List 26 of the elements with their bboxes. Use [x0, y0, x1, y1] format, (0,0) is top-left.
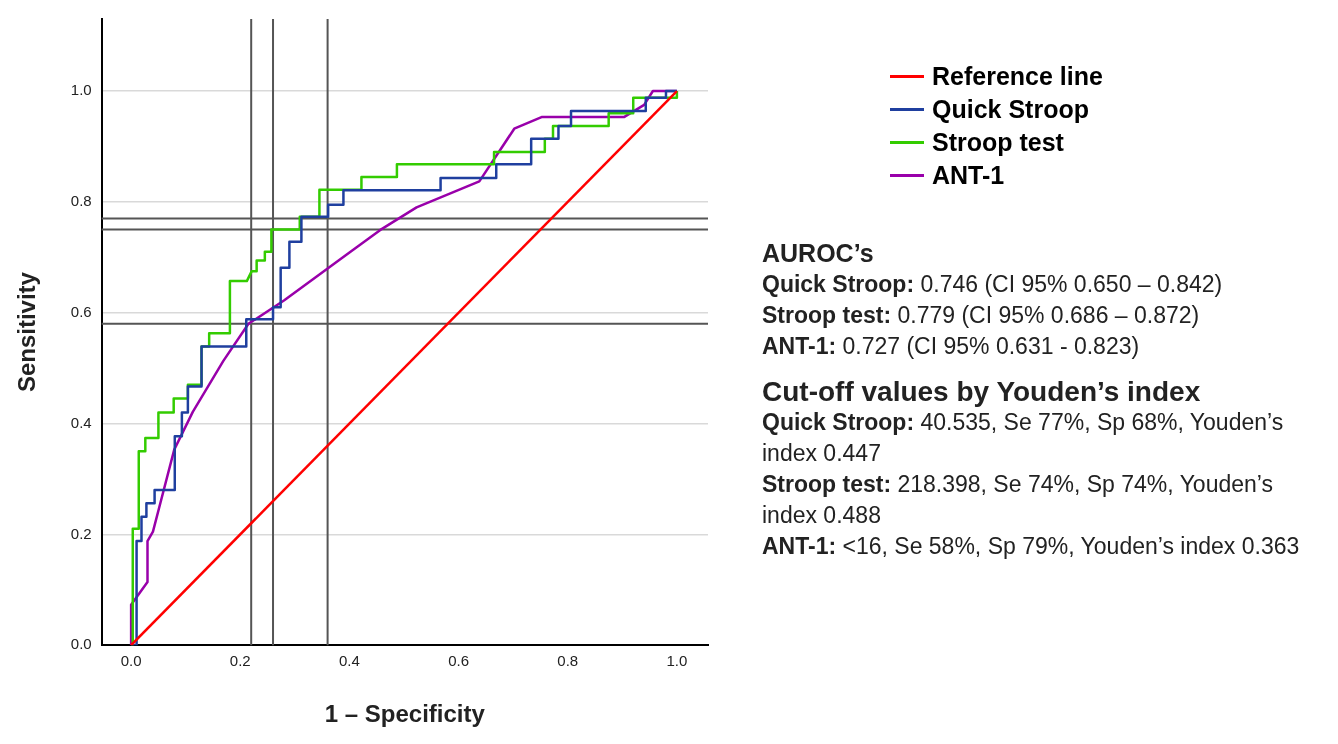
y-tick-label: 0.8: [70, 192, 92, 210]
text: Stroop test: 218.398, Se 74%, Sp 74%, Youden’s index 0.488: [762, 471, 1274, 528]
text: AUROC’s: [762, 238, 875, 269]
y-tick-label: 0.2: [70, 524, 92, 542]
x-tick-label: 0.8: [557, 652, 579, 670]
legend-label: ANT-1: [932, 161, 1005, 190]
legend-label: Quick Stroop: [932, 95, 1089, 124]
text: Quick Stroop: 40.535, Se 77%, Sp 68%, Youden’s index 0.447: [762, 409, 1284, 466]
x-tick-label: 0.4: [339, 652, 360, 670]
y-tick-label: 1.0: [70, 81, 92, 99]
y-tick-label: 0.0: [70, 635, 92, 653]
x-tick-label: 0.0: [120, 652, 142, 670]
y-axis-title: Sensitivity: [13, 271, 41, 393]
text: Quick Stroop: 0.746 (CI 95% 0.650 – 0.842): [762, 271, 1223, 297]
text: Stroop test: 0.779 (CI 95% 0.686 – 0.872): [762, 302, 1200, 328]
text: ANT-1: <16, Se 58%, Sp 79%, Youden’s index 0.363: [762, 533, 1300, 559]
x-tick-label: 0.2: [229, 652, 251, 670]
legend-label: Stroop test: [932, 128, 1064, 157]
legend-label: Reference line: [932, 62, 1103, 91]
x-axis-title: 1 – Specificity: [324, 700, 486, 728]
text: Cut-off values by Youden’s index: [762, 376, 1202, 407]
y-tick-label: 0.4: [70, 413, 92, 431]
x-tick-label: 1.0: [666, 652, 688, 670]
y-tick-label: 0.6: [70, 302, 92, 320]
text: ANT-1: 0.727 (CI 95% 0.631 - 0.823): [762, 333, 1140, 359]
x-tick-label: 0.6: [448, 652, 470, 670]
